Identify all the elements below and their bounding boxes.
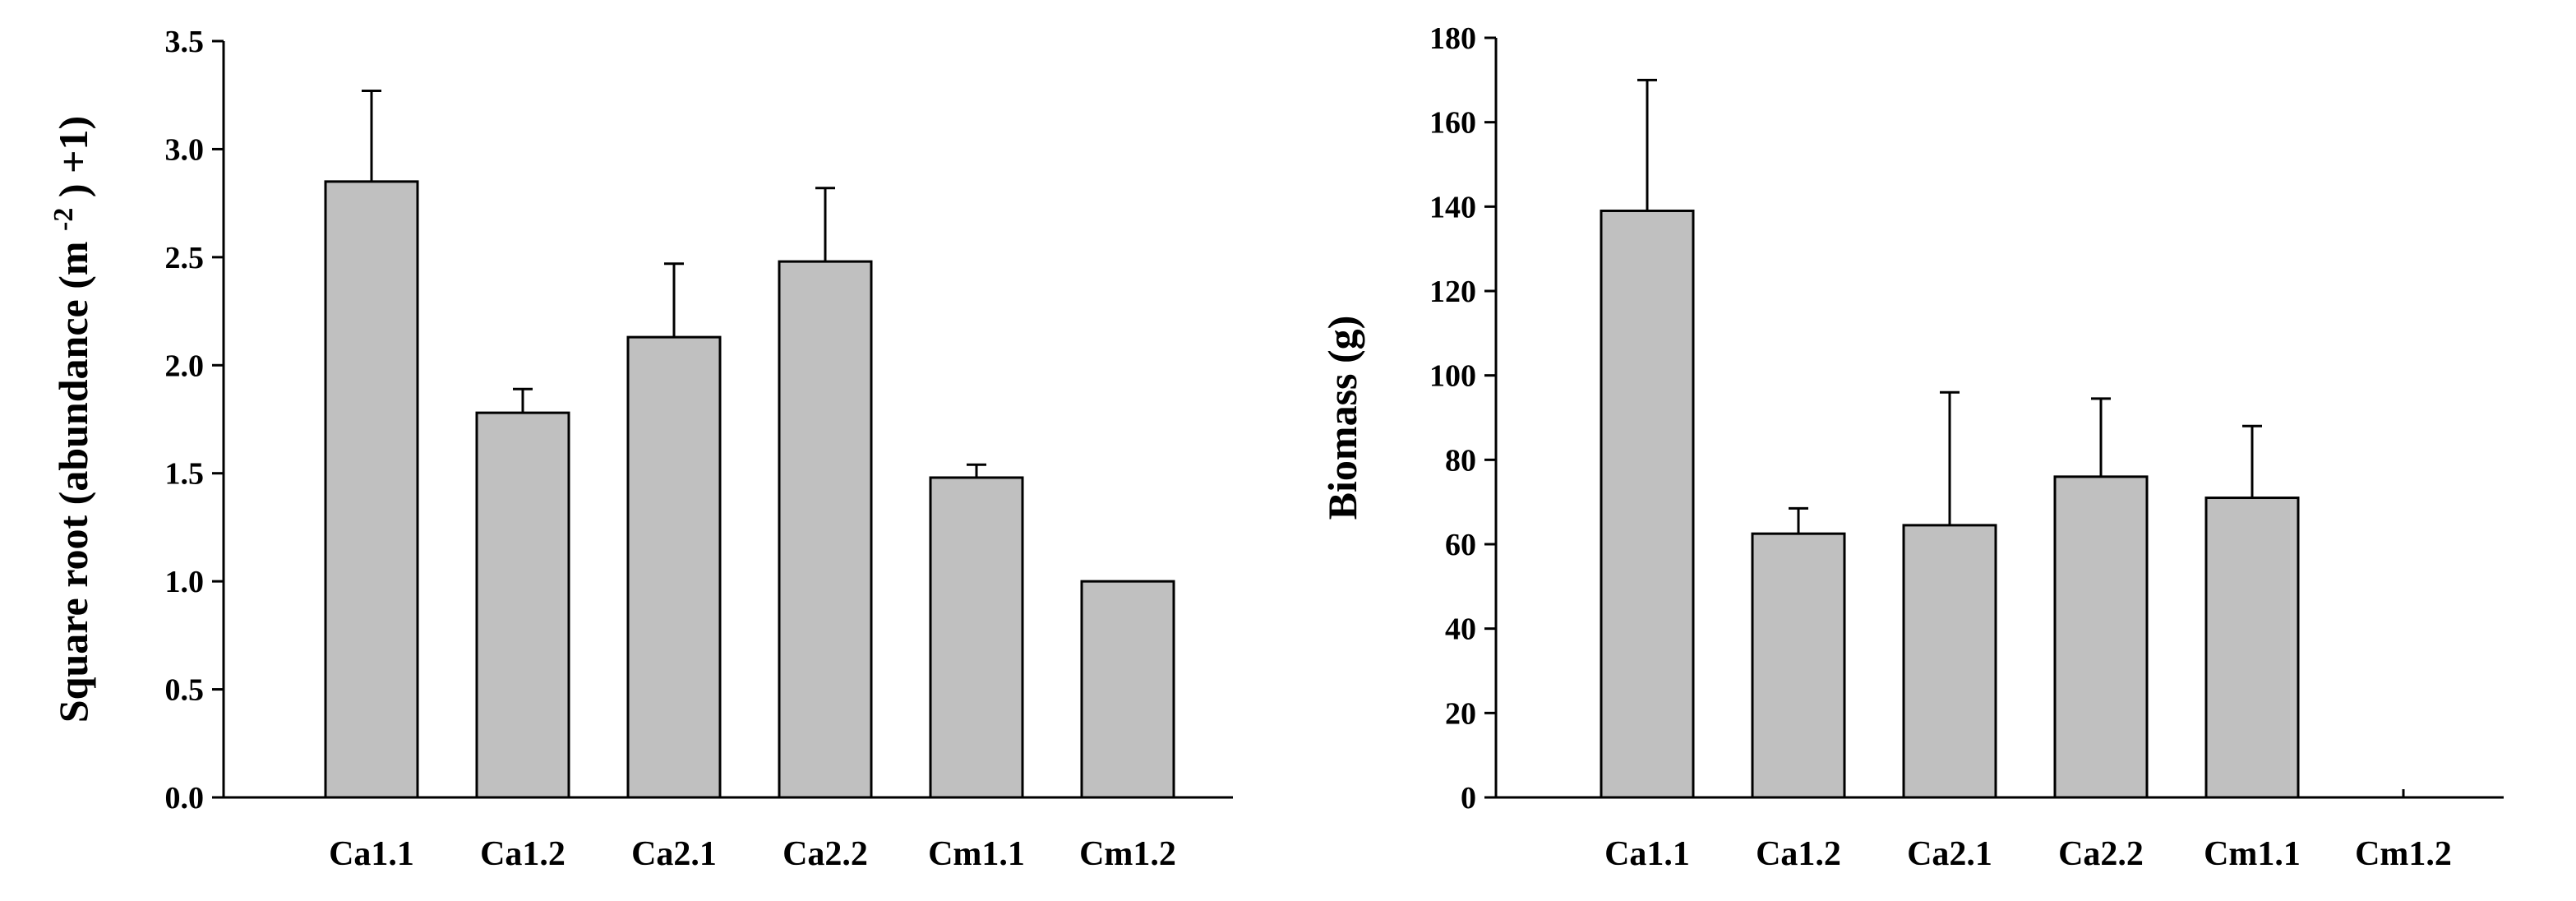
y-tick-label: 160 (1429, 106, 1476, 141)
y-tick-label: 140 (1429, 190, 1476, 224)
x-tick-label: Ca2.1 (631, 835, 717, 873)
y-tick-label: 120 (1429, 275, 1476, 309)
y-tick-label: 80 (1445, 443, 1476, 478)
y-tick-label: 3.0 (165, 132, 205, 167)
bar-ca1-2 (475, 411, 570, 799)
y-tick-label: 20 (1445, 696, 1476, 731)
x-tick-label: Cm1.1 (2204, 835, 2301, 873)
x-tick-label: Ca1.1 (1604, 835, 1690, 873)
bar-cm1-2 (1080, 580, 1175, 799)
x-tick-label: Ca2.2 (782, 835, 868, 873)
y-tick-label: 0.0 (165, 781, 205, 816)
y-tick-label: 1.0 (165, 565, 205, 599)
x-tick-label: Ca1.1 (329, 835, 414, 873)
bar-cm1-1 (2204, 497, 2300, 799)
x-tick-label: Ca2.2 (2058, 835, 2144, 873)
x-tick-label: Cm1.1 (928, 835, 1025, 873)
bar-ca1-1 (1600, 209, 1695, 799)
y-tick-label: 60 (1445, 528, 1476, 562)
y-axis-title-tail: ) +1) (50, 116, 96, 208)
bar-ca2-1 (626, 335, 722, 799)
y-tick-label: 2.5 (165, 241, 205, 275)
x-tick-label: Ca1.2 (480, 835, 566, 873)
y-tick-label: 1.5 (165, 457, 205, 492)
y-axis-title-superscript: -2 (48, 208, 79, 231)
y-tick-label: 100 (1429, 359, 1476, 394)
y-tick-label: 0.5 (165, 673, 205, 708)
y-tick-label: 3.5 (165, 25, 205, 59)
y-tick-label: 180 (1429, 21, 1476, 56)
x-tick-label: Ca2.1 (1907, 835, 1992, 873)
y-axis-title: Square root (abundance (m -2 ) +1) (48, 116, 96, 723)
bar-ca2-2 (778, 260, 873, 799)
bar-ca1-1 (324, 180, 419, 799)
y-axis-title-main: Square root (abundance (m (50, 231, 96, 723)
bar-ca1-2 (1751, 532, 1846, 799)
y-tick-label: 40 (1445, 612, 1476, 647)
x-tick-label: Cm1.2 (2355, 835, 2452, 873)
bar-ca2-1 (1902, 524, 1997, 799)
biomass-bar-chart: 0 20 40 60 80 100 120 140 160 180 Ca1.1 Ca1.2 Ca2.1 C… (1319, 21, 2504, 873)
x-tick-label: Cm1.2 (1079, 835, 1176, 873)
bar-cm1-1 (929, 476, 1024, 799)
x-tick-label: Ca1.2 (1756, 835, 1841, 873)
bar-ca2-2 (2053, 475, 2149, 799)
y-tick-label: 0 (1461, 781, 1476, 816)
y-axis-title: Biomass (g) (1319, 316, 1365, 520)
abundance-bar-chart: 0.0 0.5 1.0 1.5 2.0 2.5 3.0 3.5 Ca1.1 Ca1.2 Ca2.1 C… (48, 25, 1233, 873)
y-tick-label: 2.0 (165, 349, 205, 383)
